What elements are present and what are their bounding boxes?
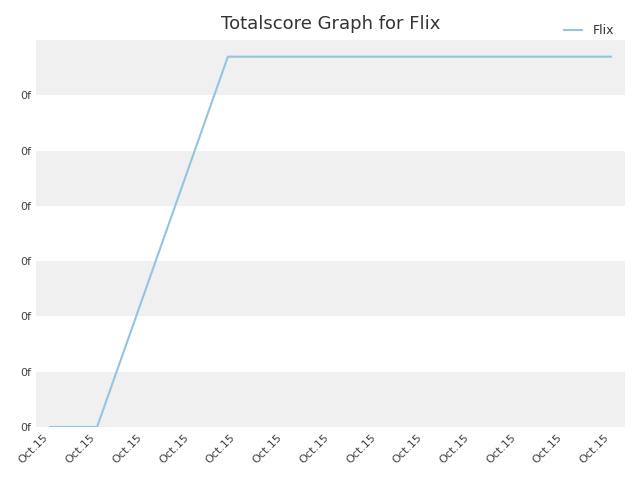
Flix (374, 54, 381, 60)
Bar (36, 316, 625, 372)
Flix (47, 424, 54, 430)
Bar (36, 206, 625, 261)
Bar (36, 151, 625, 206)
Flix (467, 54, 475, 60)
Flix (224, 54, 232, 60)
Flix (561, 54, 568, 60)
Flix (420, 54, 428, 60)
Flix (234, 54, 241, 60)
Flix (607, 54, 615, 60)
Bar (36, 372, 625, 427)
Bar (36, 261, 625, 316)
Title: Totalscore Graph for Flix: Totalscore Graph for Flix (221, 15, 440, 33)
Flix (327, 54, 335, 60)
Legend: Flix: Flix (559, 19, 619, 42)
Flix (514, 54, 522, 60)
Bar (36, 96, 625, 151)
Bar (36, 40, 625, 96)
Line: Flix: Flix (51, 57, 611, 427)
Flix (280, 54, 288, 60)
Flix (93, 424, 101, 430)
